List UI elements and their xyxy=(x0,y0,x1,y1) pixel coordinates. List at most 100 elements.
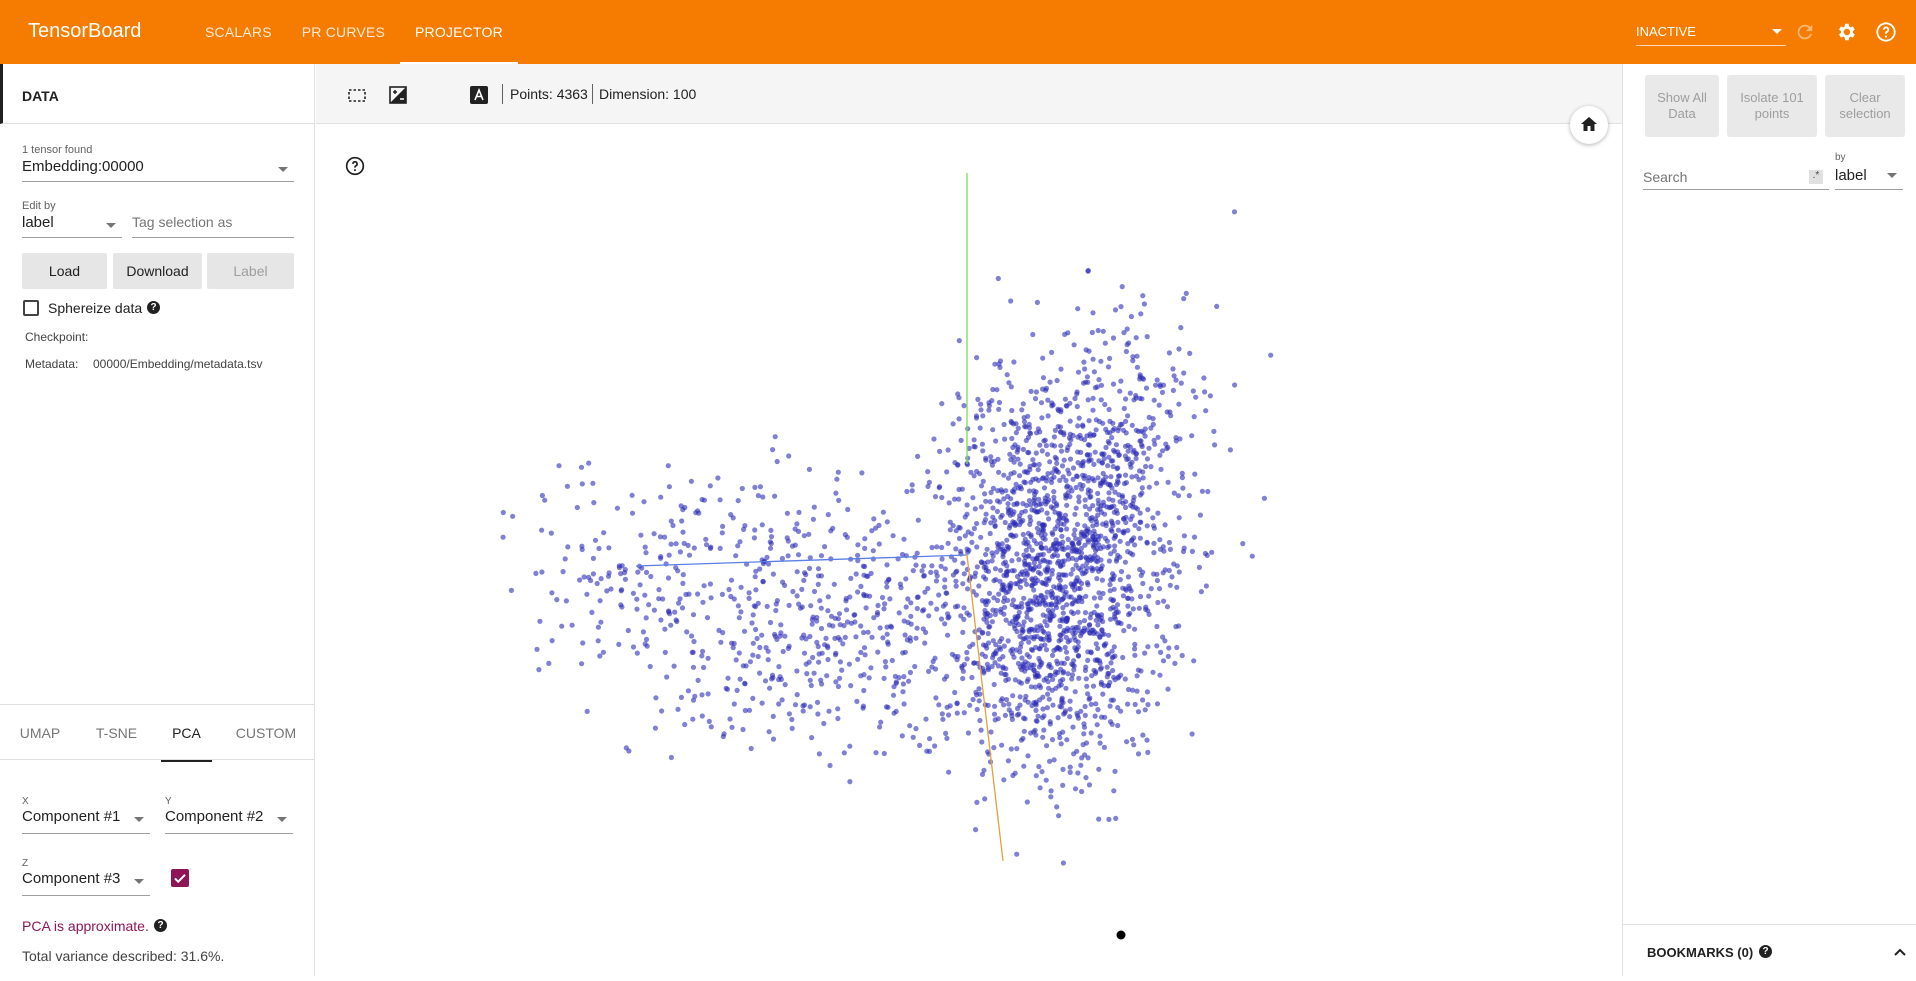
data-point[interactable] xyxy=(1150,515,1156,521)
data-point[interactable] xyxy=(1110,667,1116,674)
data-point[interactable] xyxy=(772,434,778,440)
data-point[interactable] xyxy=(1098,382,1105,388)
data-point[interactable] xyxy=(1001,421,1007,428)
data-point[interactable] xyxy=(1165,653,1171,660)
data-point[interactable] xyxy=(991,711,998,717)
data-point[interactable] xyxy=(1000,554,1006,560)
data-point[interactable] xyxy=(794,593,800,599)
data-point[interactable] xyxy=(1106,490,1112,496)
data-point[interactable] xyxy=(563,598,569,604)
data-point[interactable] xyxy=(939,544,945,551)
data-point[interactable] xyxy=(723,685,729,692)
data-point[interactable] xyxy=(843,596,849,602)
data-point[interactable] xyxy=(668,622,674,628)
data-point[interactable] xyxy=(1091,595,1097,601)
data-point[interactable] xyxy=(1032,396,1039,402)
data-point[interactable] xyxy=(1109,435,1115,441)
data-point[interactable] xyxy=(1053,456,1060,462)
data-point[interactable] xyxy=(1067,706,1073,712)
data-point[interactable] xyxy=(981,767,987,773)
data-point[interactable] xyxy=(1170,366,1176,372)
data-point[interactable] xyxy=(1115,620,1121,626)
z-component-checkbox[interactable] xyxy=(171,869,189,887)
data-point[interactable] xyxy=(777,674,783,680)
data-point[interactable] xyxy=(961,403,967,409)
data-point[interactable] xyxy=(750,652,756,658)
data-point[interactable] xyxy=(1115,465,1121,471)
data-point[interactable] xyxy=(883,664,889,670)
data-point[interactable] xyxy=(1082,712,1088,719)
data-point[interactable] xyxy=(1090,407,1096,413)
data-point[interactable] xyxy=(858,673,864,679)
data-point[interactable] xyxy=(1151,523,1157,529)
data-point[interactable] xyxy=(990,386,996,393)
data-point[interactable] xyxy=(973,689,979,695)
data-point[interactable] xyxy=(1007,620,1013,626)
data-point[interactable] xyxy=(686,591,692,597)
data-point[interactable] xyxy=(913,635,919,641)
data-point[interactable] xyxy=(858,583,864,589)
data-point[interactable] xyxy=(863,605,869,611)
data-point[interactable] xyxy=(832,615,838,621)
data-point[interactable] xyxy=(1018,680,1025,686)
data-point[interactable] xyxy=(554,597,560,603)
data-point[interactable] xyxy=(1169,574,1175,580)
data-point[interactable] xyxy=(992,361,998,367)
data-point[interactable] xyxy=(753,568,759,574)
data-point[interactable] xyxy=(1055,661,1061,667)
data-point[interactable] xyxy=(804,671,810,677)
data-point[interactable] xyxy=(750,640,756,646)
data-point[interactable] xyxy=(1096,377,1102,383)
data-point[interactable] xyxy=(1203,408,1209,414)
data-point[interactable] xyxy=(1017,522,1023,528)
data-point[interactable] xyxy=(992,717,998,723)
data-point[interactable] xyxy=(996,361,1002,367)
data-point[interactable] xyxy=(1077,585,1083,592)
data-point[interactable] xyxy=(1082,703,1088,710)
data-point[interactable] xyxy=(606,545,612,551)
data-point[interactable] xyxy=(767,545,774,551)
data-point[interactable] xyxy=(965,529,971,535)
data-point[interactable] xyxy=(998,698,1004,704)
data-point[interactable] xyxy=(964,656,970,662)
data-point[interactable] xyxy=(1162,638,1168,644)
data-point[interactable] xyxy=(1165,686,1171,692)
data-point[interactable] xyxy=(1111,614,1118,620)
data-point[interactable] xyxy=(1134,506,1141,512)
tag-selection-input[interactable]: Tag selection as xyxy=(132,214,294,238)
data-point[interactable] xyxy=(1064,526,1070,532)
data-point[interactable] xyxy=(1146,414,1152,420)
data-point[interactable] xyxy=(990,427,996,433)
data-point[interactable] xyxy=(900,689,906,695)
data-point[interactable] xyxy=(1087,494,1093,500)
data-point[interactable] xyxy=(1129,513,1135,519)
data-point[interactable] xyxy=(665,575,672,581)
data-point[interactable] xyxy=(1051,757,1057,763)
data-point[interactable] xyxy=(1096,816,1102,822)
data-point[interactable] xyxy=(622,570,628,576)
data-point[interactable] xyxy=(910,568,916,574)
label-a-icon[interactable] xyxy=(469,85,489,105)
data-point[interactable] xyxy=(974,544,980,550)
data-point[interactable] xyxy=(1026,498,1032,504)
data-point[interactable] xyxy=(1028,431,1034,437)
data-point[interactable] xyxy=(755,653,761,660)
data-point[interactable] xyxy=(760,579,766,585)
data-point[interactable] xyxy=(1030,331,1036,338)
data-point[interactable] xyxy=(1007,451,1013,457)
data-point[interactable] xyxy=(885,704,891,710)
data-point[interactable] xyxy=(983,567,989,573)
data-point[interactable] xyxy=(1076,594,1082,600)
data-point[interactable] xyxy=(1152,441,1158,447)
data-point[interactable] xyxy=(803,636,809,642)
data-point[interactable] xyxy=(718,639,724,645)
data-point[interactable] xyxy=(1033,773,1039,779)
data-point[interactable] xyxy=(1020,735,1026,742)
data-point[interactable] xyxy=(1080,422,1086,428)
data-point[interactable] xyxy=(1143,604,1149,610)
data-point[interactable] xyxy=(943,730,949,737)
data-point[interactable] xyxy=(1036,563,1042,569)
data-point[interactable] xyxy=(1073,484,1079,491)
data-point[interactable] xyxy=(1091,667,1097,673)
data-point[interactable] xyxy=(832,652,839,658)
